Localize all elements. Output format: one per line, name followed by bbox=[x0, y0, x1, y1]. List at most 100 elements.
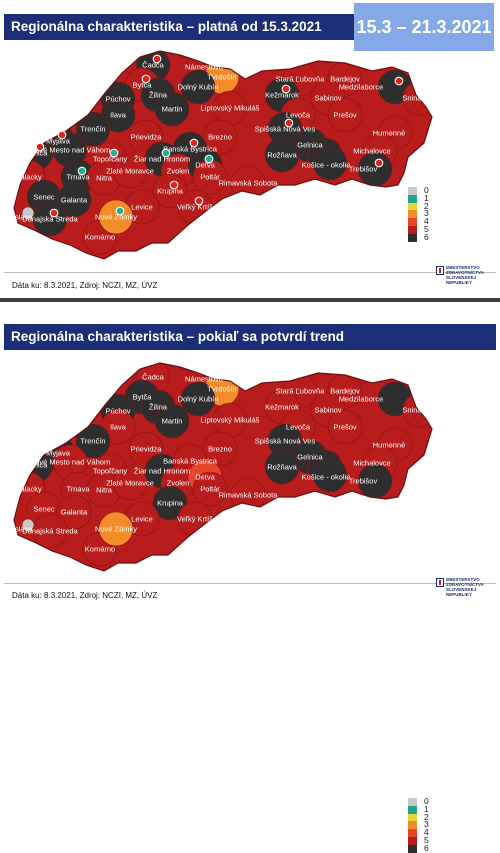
district-label: Martin bbox=[162, 105, 183, 114]
legend-label: 2 bbox=[424, 200, 429, 211]
district-area[interactable] bbox=[32, 201, 68, 237]
improving-marker bbox=[204, 154, 214, 164]
district-label: Trebišov bbox=[349, 477, 378, 486]
coat-of-arms-icon bbox=[436, 578, 444, 587]
district-label: Ilava bbox=[110, 423, 127, 432]
district-area[interactable] bbox=[21, 518, 35, 532]
legend-swatch bbox=[408, 813, 417, 822]
district-area[interactable] bbox=[180, 69, 216, 105]
district-label: Nové Zámky bbox=[95, 525, 137, 534]
district-area[interactable] bbox=[312, 457, 348, 493]
legend-item: 6 bbox=[408, 842, 432, 853]
district-area[interactable] bbox=[56, 494, 92, 530]
district-area[interactable] bbox=[98, 199, 134, 235]
legend-swatch bbox=[408, 821, 417, 830]
district-area[interactable] bbox=[154, 91, 190, 127]
source-note: Dáta ku: 8.3.2021, Zdroj: NCZI, MZ, ÚVZ bbox=[12, 281, 158, 290]
district-label: Humenné bbox=[373, 441, 406, 450]
district-label: Trenčín bbox=[80, 125, 105, 134]
district-area[interactable] bbox=[264, 449, 300, 485]
district-label: Banská Bystrica bbox=[163, 145, 218, 154]
legend-swatch bbox=[408, 233, 417, 242]
district-label: Nitra bbox=[96, 486, 113, 495]
district-area[interactable] bbox=[21, 206, 35, 220]
district-area[interactable] bbox=[312, 145, 348, 181]
district-area[interactable] bbox=[32, 513, 68, 549]
ministry-line: SLOVENSKEJ REPUBLIKY bbox=[446, 275, 477, 285]
district-label: Detva bbox=[195, 473, 215, 482]
district-label: Zlaté Moravce bbox=[106, 479, 154, 488]
district-label: Kežmarok bbox=[265, 91, 299, 100]
district-label: Košice - okolie bbox=[302, 161, 351, 170]
district-label: Sabinov bbox=[314, 94, 341, 103]
district-label: Levoča bbox=[286, 423, 311, 432]
district-label: Púchov bbox=[105, 95, 130, 104]
ministry-logo: MINISTERSTVO ZDRAVOTNÍCTVA SLOVENSKEJ RE… bbox=[436, 265, 496, 285]
district-label: Senec bbox=[33, 505, 55, 514]
district-area[interactable] bbox=[75, 111, 111, 147]
district-label: Prešov bbox=[333, 111, 357, 120]
district-label: Krupina bbox=[157, 187, 184, 196]
worsening-marker bbox=[284, 118, 294, 128]
district-label: Trnava bbox=[66, 485, 90, 494]
district-area[interactable] bbox=[202, 119, 238, 155]
district-label: Michalovce bbox=[353, 459, 391, 468]
district-label: Trenčín bbox=[80, 437, 105, 446]
district-area[interactable] bbox=[180, 381, 216, 417]
legend-label: 3 bbox=[424, 208, 429, 219]
district-label: Detva bbox=[195, 161, 215, 170]
district-area[interactable] bbox=[202, 431, 238, 467]
panel-divider bbox=[0, 298, 500, 302]
district-label: Dunajská Streda bbox=[22, 215, 78, 224]
legend-item: 1 bbox=[408, 193, 432, 203]
district-area[interactable] bbox=[56, 182, 92, 218]
district-label: Poltár bbox=[200, 485, 220, 494]
worsening-marker bbox=[194, 196, 204, 206]
border-line bbox=[13, 362, 433, 572]
district-area[interactable] bbox=[327, 409, 363, 445]
ministry-line: ZDRAVOTNÍCTVA bbox=[446, 270, 484, 275]
district-label: Bardejov bbox=[330, 75, 360, 84]
district-area[interactable] bbox=[264, 137, 300, 173]
district-label: Prešov bbox=[333, 423, 357, 432]
legend-label: 4 bbox=[424, 216, 429, 227]
district-label: Galanta bbox=[61, 508, 88, 517]
worsening-marker bbox=[374, 158, 384, 168]
district-label: Banská Bystrica bbox=[163, 457, 218, 466]
district-area[interactable] bbox=[154, 403, 190, 439]
district-label: Martin bbox=[162, 417, 183, 426]
district-label: Humenné bbox=[373, 129, 406, 138]
footer-divider bbox=[4, 583, 496, 584]
border-line bbox=[13, 50, 433, 260]
legend-swatch bbox=[408, 798, 417, 806]
district-label: Senica bbox=[25, 461, 49, 470]
legend-swatch bbox=[408, 805, 417, 814]
district-label: Medzilaborce bbox=[339, 395, 384, 404]
district-label: Trnava bbox=[66, 173, 90, 182]
legend-label: 6 bbox=[424, 842, 429, 853]
district-label: Bratislava bbox=[0, 213, 33, 222]
legend-swatch bbox=[408, 844, 417, 853]
district-label: Senec bbox=[33, 193, 55, 202]
legend-label: 0 bbox=[424, 185, 429, 195]
district-label: Dolný Kubín bbox=[178, 83, 219, 92]
ministry-line: SLOVENSKEJ REPUBLIKY bbox=[446, 587, 477, 597]
district-area[interactable] bbox=[112, 465, 148, 501]
district-area[interactable] bbox=[327, 97, 363, 133]
district-label: Brezno bbox=[208, 133, 232, 142]
district-label: Rožňava bbox=[267, 151, 297, 160]
district-area[interactable] bbox=[75, 423, 111, 459]
district-area[interactable] bbox=[192, 471, 228, 507]
legend-swatch bbox=[408, 202, 417, 211]
district-label: Stará Ľubovňa bbox=[276, 387, 326, 396]
district-area[interactable] bbox=[112, 153, 148, 189]
worsening-marker bbox=[189, 138, 199, 148]
legend-swatch bbox=[408, 836, 417, 845]
district-area[interactable] bbox=[152, 485, 188, 521]
district-label: Žilina bbox=[149, 403, 168, 412]
district-area[interactable] bbox=[152, 173, 188, 209]
district-area[interactable] bbox=[98, 511, 134, 547]
legend-label: 6 bbox=[424, 231, 429, 242]
